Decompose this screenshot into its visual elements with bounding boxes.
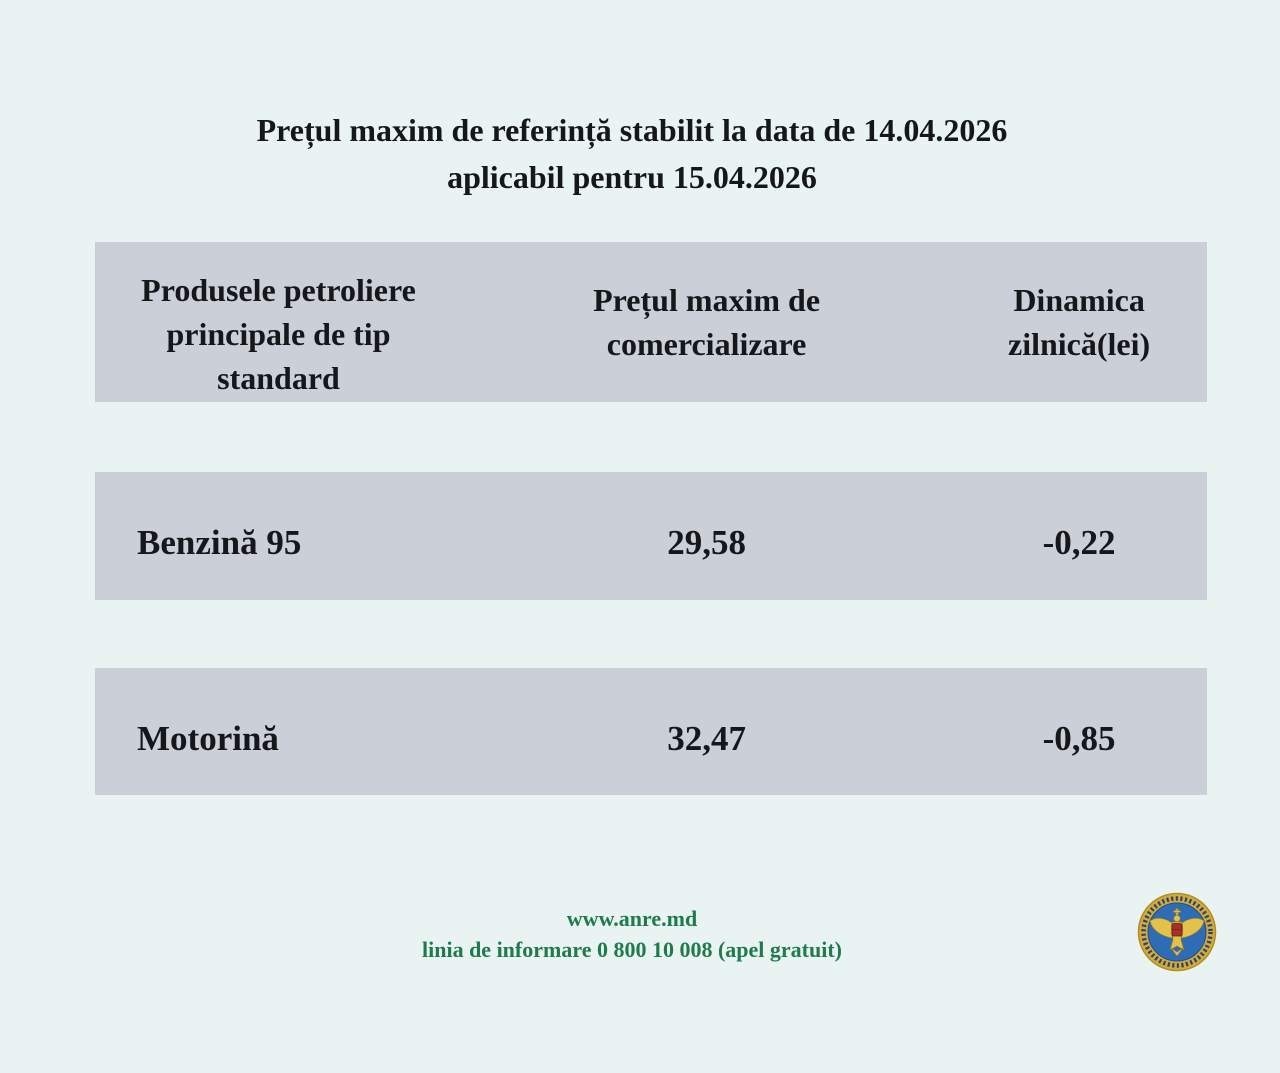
product-name: Motorină [137,718,279,758]
table-row-motorina: Motorină 32,47 -0,85 [95,668,1207,795]
max-price-value: 29,58 [667,523,746,562]
fuel-price-table: Produsele petroliere principale de tip s… [95,242,1207,795]
max-price-value: 32,47 [667,718,746,758]
footer: www.anre.md linia de informare 0 800 10 … [0,903,1264,965]
header-product-column: Produsele petroliere principale de tip s… [141,272,416,396]
page-title: Prețul maxim de referință stabilit la da… [0,107,1264,201]
product-name: Benzină 95 [137,523,302,562]
website-text: www.anre.md [566,906,698,931]
daily-dynamic-value: -0,22 [1042,523,1116,562]
header-price-column: Prețul maxim de comercializare [593,282,821,362]
anre-moldova-seal-icon [1137,892,1217,972]
table-header-row: Produsele petroliere principale de tip s… [95,242,1207,402]
table-row-benzina: Benzină 95 29,58 -0,22 [95,472,1207,600]
header-dynamic-column: Dinamica zilnică(lei) [1008,282,1151,362]
daily-dynamic-value: -0,85 [1042,718,1116,758]
info-line-text: linia de informare 0 800 10 008 (apel gr… [422,937,842,962]
title-line2: aplicabil pentru 15.04.2026 [447,159,817,195]
title-line1: Prețul maxim de referință stabilit la da… [256,112,1008,148]
